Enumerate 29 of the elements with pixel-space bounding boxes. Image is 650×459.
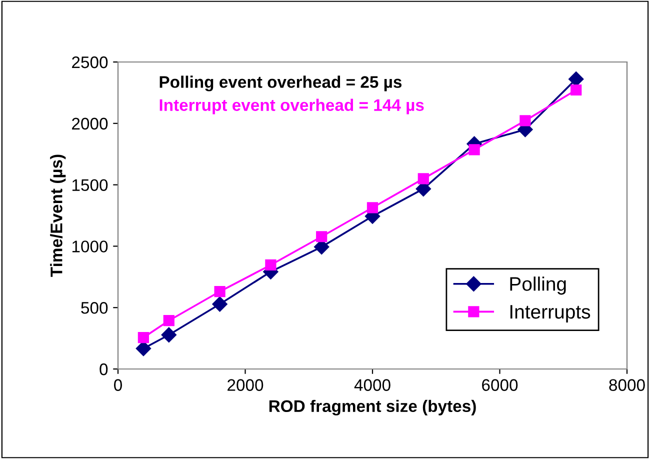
point	[520, 115, 531, 126]
point	[366, 202, 378, 214]
x-tick-label: 0	[114, 379, 122, 391]
y-axis-title: Time/Event (µs)	[50, 154, 66, 277]
y-tick-label: 2000	[72, 118, 108, 130]
x-tick-label: 8000	[609, 379, 645, 391]
point	[214, 286, 226, 298]
y-tick-label: 0	[100, 363, 108, 376]
point	[212, 296, 228, 312]
y-tick-label: 500	[81, 302, 108, 314]
point	[570, 84, 582, 96]
point	[163, 315, 174, 326]
x-tick-label: 6000	[482, 379, 518, 391]
annotation: Polling event overhead = 25 µs	[160, 76, 402, 92]
x-tick-label: 4000	[354, 379, 390, 391]
legend-label: Interrupts	[510, 305, 590, 323]
y-tick-label: 1500	[72, 179, 108, 192]
y-tick-label: 1000	[72, 240, 108, 252]
point	[265, 259, 276, 271]
x-axis-title: ROD fragment size (bytes)	[269, 400, 476, 416]
legend-label: Polling	[510, 276, 566, 295]
point	[418, 173, 429, 184]
annotation: Interrupt event overhead = 144 µs	[160, 98, 424, 114]
point	[316, 231, 328, 242]
point	[161, 327, 176, 342]
point	[138, 332, 150, 344]
x-tick-label: 2000	[228, 379, 264, 391]
y-tick-label: 2500	[72, 56, 108, 68]
point	[468, 144, 480, 156]
